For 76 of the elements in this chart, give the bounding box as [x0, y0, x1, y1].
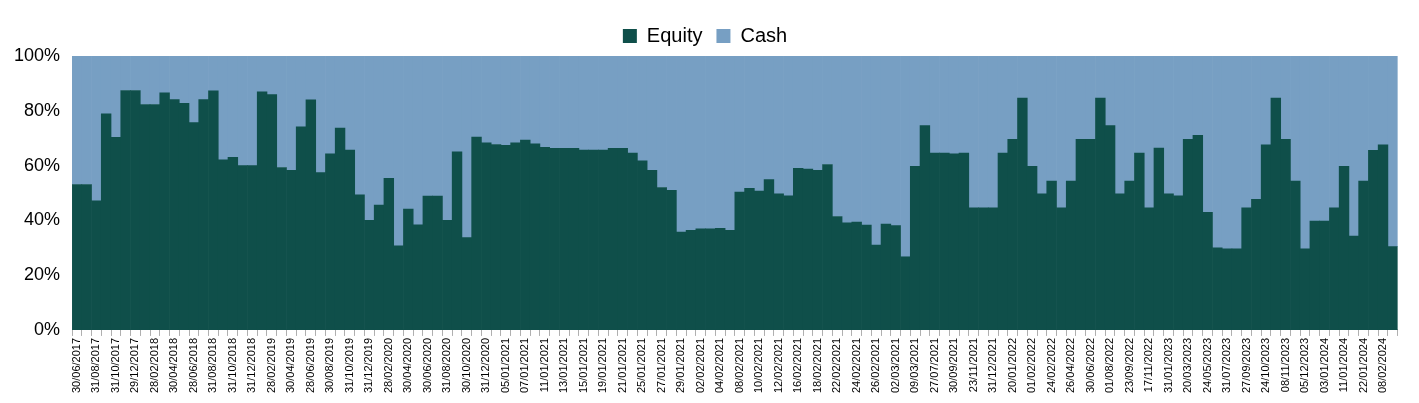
x-tick-label: 07/01/2021: [518, 337, 531, 394]
x-tick-label: 23/09/2022: [1122, 337, 1135, 394]
x-tick-label: 31/12/2019: [362, 337, 375, 394]
x-tick-label: 20/01/2022: [1005, 337, 1018, 394]
x-tick-label: 08/11/2023: [1278, 337, 1291, 393]
x-tick-label: 18/02/2021: [810, 337, 823, 394]
legend-label: Equity: [646, 23, 703, 46]
y-tick-label: 80%: [24, 99, 61, 120]
x-tick-label: 28/02/2018: [147, 337, 160, 394]
x-tick-label: 11/01/2024: [1337, 337, 1350, 393]
x-tick-label: 19/01/2021: [596, 337, 609, 394]
x-tick-label: 27/07/2021: [927, 337, 940, 394]
x-tick-label: 31/07/2023: [1220, 337, 1233, 394]
x-tick-label: 31/10/2019: [342, 337, 355, 394]
x-tick-label: 02/02/2021: [693, 337, 706, 394]
x-tick-label: 28/06/2018: [186, 337, 199, 394]
x-tick-label: 31/08/2017: [89, 337, 102, 394]
x-tick-label: 31/08/2020: [440, 337, 453, 394]
x-tick-label: 26/02/2021: [869, 337, 882, 394]
x-tick-label: 05/12/2023: [1298, 337, 1311, 394]
y-tick-label: 40%: [24, 209, 61, 230]
x-tick-label: 03/01/2024: [1317, 337, 1330, 394]
x-tick-label: 31/10/2017: [108, 337, 121, 394]
x-tick-label: 30/06/2017: [69, 337, 82, 394]
x-tick-label: 31/10/2018: [225, 337, 238, 394]
x-tick-label: 30/08/2019: [323, 337, 336, 394]
x-tick-label: 10/02/2021: [752, 337, 765, 394]
x-tick-label: 24/02/2021: [849, 337, 862, 394]
x-tick-label: 29/01/2021: [674, 337, 687, 394]
x-tick-label: 08/02/2021: [732, 337, 745, 394]
x-tick-label: 24/05/2023: [1200, 337, 1213, 394]
x-tick-label: 23/11/2021: [966, 337, 979, 393]
x-tick-label: 31/08/2018: [206, 337, 219, 394]
x-tick-label: 28/02/2019: [264, 337, 277, 394]
x-tick-label: 24/02/2022: [1044, 337, 1057, 394]
y-tick-label: 60%: [24, 154, 61, 175]
x-tick-label: 15/01/2021: [576, 337, 589, 394]
x-tick-label: 31/12/2018: [245, 337, 258, 394]
x-tick-label: 08/02/2024: [1376, 337, 1389, 394]
x-tick-label: 21/01/2021: [615, 337, 628, 394]
x-tick-label: 30/06/2020: [420, 337, 433, 394]
x-tick-label: 22/01/2024: [1356, 337, 1369, 394]
x-tick-label: 24/10/2023: [1259, 337, 1272, 394]
y-tick-label: 0%: [34, 318, 61, 339]
x-tick-label: 28/02/2020: [381, 337, 394, 394]
x-tick-label: 30/10/2020: [459, 337, 472, 394]
x-tick-label: 27/01/2021: [654, 337, 667, 394]
x-tick-label: 30/09/2021: [947, 337, 960, 394]
x-tick-label: 05/01/2021: [498, 337, 511, 394]
x-tick-label: 28/06/2019: [303, 337, 316, 394]
x-tick-label: 12/02/2021: [771, 337, 784, 394]
x-tick-label: 17/11/2022: [1142, 337, 1155, 393]
x-tick-label: 27/09/2023: [1239, 337, 1252, 394]
y-tick-label: 20%: [24, 264, 61, 285]
x-tick-label: 11/01/2021: [537, 337, 550, 393]
x-tick-label: 01/08/2022: [1103, 337, 1116, 394]
x-tick-label: 04/02/2021: [713, 337, 726, 394]
legend-label: Cash: [740, 23, 788, 46]
x-tick-label: 31/12/2020: [479, 337, 492, 394]
x-tick-label: 29/12/2017: [128, 337, 141, 394]
x-tick-label: 31/01/2023: [1161, 337, 1174, 394]
x-tick-label: 25/01/2021: [635, 337, 648, 394]
x-tick-label: 31/12/2021: [986, 337, 999, 394]
x-tick-label: 26/04/2022: [1064, 337, 1077, 394]
x-tick-label: 30/06/2022: [1083, 337, 1096, 394]
x-tick-label: 30/04/2019: [284, 337, 297, 394]
x-tick-label: 16/02/2021: [791, 337, 804, 394]
x-tick-label: 30/04/2018: [167, 337, 180, 394]
x-tick-label: 01/02/2022: [1025, 337, 1038, 394]
x-tick-label: 02/03/2021: [888, 337, 901, 394]
x-tick-label: 20/03/2023: [1181, 337, 1194, 394]
x-tick-label: 30/04/2020: [401, 337, 414, 394]
x-tick-label: 22/02/2021: [830, 337, 843, 394]
y-tick-label: 100%: [13, 44, 61, 65]
x-tick-label: 09/03/2021: [908, 337, 921, 394]
x-tick-label: 13/01/2021: [557, 337, 570, 394]
